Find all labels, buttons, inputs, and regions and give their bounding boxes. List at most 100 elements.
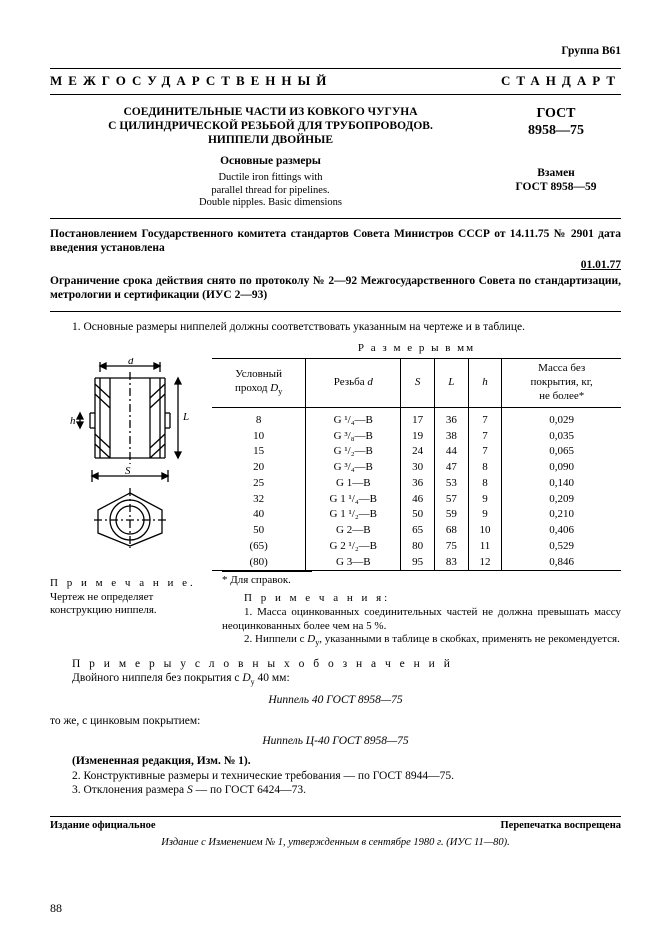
nipple-drawing-icon: d S L h (50, 358, 200, 548)
table-row: (80)G 3—В9583120,846 (212, 555, 621, 571)
cell-dy: 10 (212, 429, 306, 445)
std-name: ГОСТ (491, 105, 621, 123)
example-line1: Двойного ниппеля без покрытия с Dy 40 мм… (50, 671, 621, 687)
title-line2: С ЦИЛИНДРИЧЕСКОЙ РЕЗЬБОЙ ДЛЯ ТРУБОПРОВОД… (50, 119, 491, 133)
footer-left: Издание официальное (50, 819, 156, 832)
cell-l: 57 (435, 492, 469, 508)
cell-m: 0,140 (502, 476, 621, 492)
edition-note: Издание с Изменением № 1, утвержденным в… (50, 836, 621, 849)
cell-s: 17 (401, 407, 435, 428)
example-line2: то же, с цинковым покрытием: (50, 714, 621, 728)
example-code-2: Ниппель Ц-40 ГОСТ 8958—75 (50, 734, 621, 748)
table-row: 32G 1 ¹/₄—В465790,209 (212, 492, 621, 508)
cell-h: 12 (468, 555, 502, 571)
footer-bar: Издание официальное Перепечатка воспреще… (50, 816, 621, 832)
cell-l: 47 (435, 460, 469, 476)
cell-h: 7 (468, 444, 502, 460)
cell-d: G 1 ¹/₂—В (306, 507, 401, 523)
cell-h: 9 (468, 492, 502, 508)
title-block: СОЕДИНИТЕЛЬНЫЕ ЧАСТИ ИЗ КОВКОГО ЧУГУНА С… (50, 99, 621, 219)
para-1: 1. Основные размеры ниппелей должны соот… (50, 320, 621, 334)
banner-left: МЕЖГОСУДАРСТВЕННЫЙ (50, 73, 332, 89)
cell-s: 50 (401, 507, 435, 523)
cell-d: G ³/₈—В (306, 429, 401, 445)
cell-dy: 50 (212, 523, 306, 539)
table-row: 25G 1—В365380,140 (212, 476, 621, 492)
cell-l: 53 (435, 476, 469, 492)
cell-dy: 40 (212, 507, 306, 523)
footer-right: Перепечатка воспрещена (501, 819, 621, 832)
note-2: 2. Ниппели с Dy, указанными в таблице в … (222, 633, 621, 648)
th-l: L (435, 358, 469, 407)
cell-l: 83 (435, 555, 469, 571)
example-code-1: Ниппель 40 ГОСТ 8958—75 (50, 693, 621, 707)
cell-m: 0,035 (502, 429, 621, 445)
cell-m: 0,529 (502, 539, 621, 555)
cell-s: 95 (401, 555, 435, 571)
cell-s: 80 (401, 539, 435, 555)
figure: d S L h (50, 342, 200, 552)
note-1: 1. Масса оцинкованных соединительных час… (222, 606, 621, 634)
cell-m: 0,090 (502, 460, 621, 476)
std-num: 8958—75 (491, 122, 621, 140)
cell-dy: 8 (212, 407, 306, 428)
cell-s: 46 (401, 492, 435, 508)
izm-note: (Измененная редакция, Изм. № 1). (50, 754, 621, 768)
title-en3: Double nipples. Basic dimensions (50, 197, 491, 210)
page-number: 88 (50, 901, 62, 916)
title-line1: СОЕДИНИТЕЛЬНЫЕ ЧАСТИ ИЗ КОВКОГО ЧУГУНА (50, 105, 491, 119)
table-wrap: Р а з м е р ы в мм Условный проход Dy Ре… (212, 342, 621, 571)
table-row: 15G ¹/₂—В244470,065 (212, 444, 621, 460)
para-2: 2. Конструктивные размеры и технические … (50, 769, 621, 783)
cell-h: 7 (468, 429, 502, 445)
cell-m: 0,406 (502, 523, 621, 539)
decree-block: Постановлением Государственного комитета… (50, 219, 621, 312)
cell-l: 68 (435, 523, 469, 539)
cell-d: G 1 ¹/₄—В (306, 492, 401, 508)
title-left: СОЕДИНИТЕЛЬНЫЕ ЧАСТИ ИЗ КОВКОГО ЧУГУНА С… (50, 105, 491, 210)
std-repl2: ГОСТ 8958—59 (491, 180, 621, 194)
title-en1: Ductile iron fittings with (50, 172, 491, 185)
cell-l: 59 (435, 507, 469, 523)
cell-m: 0,029 (502, 407, 621, 428)
table-row: 8G ¹/₄—В173670,029 (212, 407, 621, 428)
cell-dy: 15 (212, 444, 306, 460)
cell-dy: 32 (212, 492, 306, 508)
dimensions-table: Условный проход Dy Резьба d S L h Масса … (212, 358, 621, 572)
figure-note: П р и м е ч а н и е. Чертеж не определяе… (50, 577, 200, 648)
std-box: ГОСТ 8958—75 Взамен ГОСТ 8958—59 (491, 105, 621, 210)
cell-dy: (65) (212, 539, 306, 555)
cell-d: G 3—В (306, 555, 401, 571)
decree-text1: Постановлением Государственного комитета… (50, 227, 621, 256)
table-notes: * Для справок. П р и м е ч а н и я: 1. М… (212, 571, 621, 648)
cell-l: 44 (435, 444, 469, 460)
notes-lead: П р и м е ч а н и я: (222, 592, 621, 606)
cell-h: 7 (468, 407, 502, 428)
th-dy: Условный проход Dy (212, 358, 306, 407)
th-m: Масса без покрытия, кг, не более* (502, 358, 621, 407)
table-caption: Р а з м е р ы в мм (212, 342, 621, 356)
table-row: 40G 1 ¹/₂—В505990,210 (212, 507, 621, 523)
cell-s: 36 (401, 476, 435, 492)
note-star: * Для справок. (222, 574, 621, 588)
svg-text:h: h (70, 415, 76, 427)
svg-text:S: S (125, 465, 131, 477)
cell-m: 0,209 (502, 492, 621, 508)
examples-lead: П р и м е р ы у с л о в н ы х о б о з н … (50, 657, 621, 671)
svg-text:L: L (182, 411, 189, 423)
cell-l: 38 (435, 429, 469, 445)
std-repl1: Взамен (491, 166, 621, 180)
cell-s: 24 (401, 444, 435, 460)
cell-dy: 20 (212, 460, 306, 476)
cell-s: 19 (401, 429, 435, 445)
cell-h: 10 (468, 523, 502, 539)
group-label: Группа В61 (50, 44, 621, 58)
cell-d: G 2 ¹/₂—В (306, 539, 401, 555)
cell-s: 30 (401, 460, 435, 476)
title-line3: НИППЕЛИ ДВОЙНЫЕ (50, 133, 491, 147)
cell-s: 65 (401, 523, 435, 539)
cell-h: 11 (468, 539, 502, 555)
cell-l: 36 (435, 407, 469, 428)
title-sub: Основные размеры (50, 154, 491, 168)
th-d: Резьба d (306, 358, 401, 407)
